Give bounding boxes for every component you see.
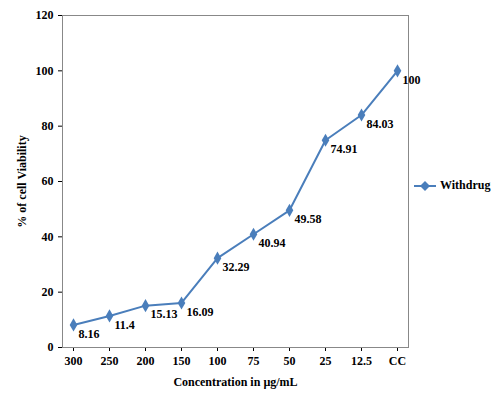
svg-text:Concentration in µg/mL: Concentration in µg/mL [173,375,297,389]
svg-text:11.4: 11.4 [115,318,135,332]
html-text:Withdrug: Withdrug [440,178,491,192]
svg-text:74.91: 74.91 [331,142,358,156]
svg-text:16.09: 16.09 [187,305,214,319]
svg-text:12.5: 12.5 [351,354,372,368]
svg-text:49.58: 49.58 [295,212,322,226]
svg-text:25: 25 [320,354,332,368]
svg-text:40.94: 40.94 [259,236,286,250]
svg-text:150: 150 [173,354,191,368]
svg-text:100: 100 [403,73,421,87]
svg-text:40: 40 [42,230,54,244]
svg-text:0: 0 [48,340,54,354]
svg-text:50: 50 [284,354,296,368]
svg-text:20: 20 [42,285,54,299]
svg-text:32.29: 32.29 [223,260,250,274]
svg-text:100: 100 [36,64,54,78]
svg-text:60: 60 [42,174,54,188]
svg-text:% of cell Viability: % of cell Viability [15,135,29,227]
svg-text:84.03: 84.03 [367,117,394,131]
svg-text:200: 200 [137,354,155,368]
svg-text:250: 250 [101,354,119,368]
svg-text:15.13: 15.13 [151,307,178,321]
svg-text:80: 80 [42,119,54,133]
svg-text:300: 300 [65,354,83,368]
svg-text:8.16: 8.16 [79,327,100,341]
svg-text:CC: CC [389,354,406,368]
svg-text:75: 75 [248,354,260,368]
svg-text:100: 100 [209,354,227,368]
svg-text:120: 120 [36,8,54,22]
